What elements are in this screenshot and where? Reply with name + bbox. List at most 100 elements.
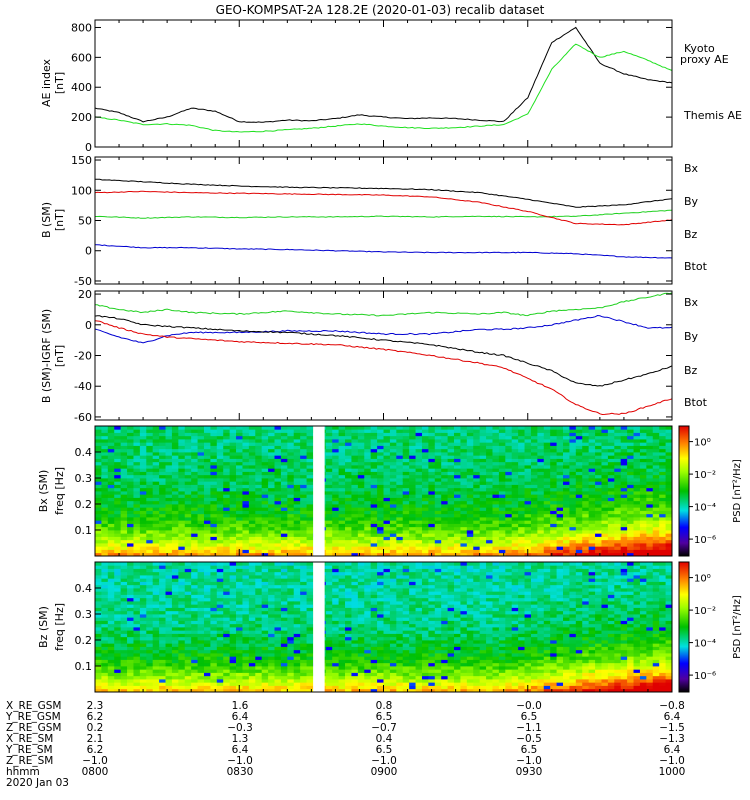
bxspec-cell	[364, 533, 372, 537]
bxspec-cell	[274, 481, 282, 485]
bxspec-cell	[120, 536, 128, 541]
bzspec-cell	[95, 571, 102, 576]
bxspec-cell	[197, 442, 205, 446]
bxspec-cell	[524, 494, 532, 498]
bxspec-cell	[95, 487, 102, 492]
bxspec-cell	[127, 504, 134, 508]
bxspec-cell	[511, 487, 519, 492]
bxspec-cell	[402, 539, 410, 544]
bxspec-cell	[588, 487, 596, 492]
bxspec-cell	[293, 523, 301, 528]
bxspec-cell	[595, 478, 602, 482]
bxspec-cell	[466, 458, 474, 463]
bxspec-cell	[236, 429, 243, 433]
bxspec-cell	[383, 471, 391, 476]
bxspec-cell	[498, 478, 506, 482]
bxspec-cell	[646, 445, 654, 450]
bxspec-cell	[537, 526, 545, 531]
bxspec-colorbar	[678, 425, 690, 557]
bxspec-cell	[197, 448, 205, 453]
bxspec-cell	[248, 474, 256, 479]
bxspec-cell	[351, 530, 359, 534]
bxspec-cell	[486, 468, 493, 472]
bxspec-cell	[370, 552, 378, 557]
bxspec-cell	[633, 465, 641, 469]
bxspec-cell	[287, 481, 295, 485]
bxspec-cell	[575, 429, 583, 433]
bzspec-cell	[139, 604, 147, 608]
bzspec-cell	[210, 562, 218, 566]
bxspec-cell	[165, 445, 173, 450]
bxspec-cell	[255, 484, 263, 489]
bzspec-cell	[216, 627, 224, 631]
bxspec-cell	[293, 536, 301, 541]
bxspec-cell	[127, 432, 134, 437]
bxspec-cell	[537, 458, 545, 463]
bxspec-cell	[210, 471, 218, 476]
bxspec-cell	[357, 526, 365, 531]
bxspec-cell	[178, 500, 186, 505]
bxspec-cell	[646, 429, 654, 433]
bzspec-cell	[255, 591, 263, 595]
bxspec-cell	[454, 497, 461, 502]
bzspec-cell	[95, 636, 102, 641]
bxspec-cell	[191, 500, 198, 505]
bxspec-cell	[473, 494, 481, 498]
bxspec-cell	[383, 448, 391, 453]
bxspec-cell	[588, 536, 596, 541]
bxspec-cell	[197, 471, 205, 476]
bzspec-cell	[152, 672, 160, 677]
bxspec-cell	[588, 500, 596, 505]
bxspec-cell	[524, 520, 532, 524]
bzspec-cell	[248, 591, 256, 595]
bzspec-cell	[114, 614, 122, 618]
bzspec-cell	[127, 646, 134, 651]
bxspec-cell	[191, 432, 198, 437]
bxspec-cell	[466, 533, 474, 537]
bxspec-cell	[242, 478, 250, 482]
bzspec-cell	[242, 636, 250, 641]
bzspec-cell	[165, 568, 173, 573]
bxspec-cell	[274, 552, 282, 557]
bzspec-cell	[178, 594, 186, 599]
bzspec-cell	[139, 630, 147, 634]
bxspec-cell	[268, 481, 275, 485]
bxspec-cell	[620, 533, 628, 537]
bxspec-cell	[569, 513, 577, 518]
bxspec-cell	[242, 546, 250, 550]
bxspec-cell	[146, 478, 154, 482]
bxspec-cell	[402, 452, 410, 456]
bxspec-cell	[607, 439, 615, 443]
bxspec-cell	[646, 552, 654, 557]
bxspec-cell	[280, 552, 288, 557]
bxspec-cell	[306, 543, 314, 547]
bxspec-cell	[434, 465, 442, 469]
bxspec-cell	[229, 465, 237, 469]
bxspec-cell	[421, 468, 429, 472]
bxspec-cell	[389, 533, 397, 537]
bxspec-cell	[120, 543, 128, 547]
bxspec-cell	[293, 439, 301, 443]
bxspec-cell	[146, 435, 154, 440]
bxspec-cell	[537, 530, 545, 534]
bxspec-cell	[607, 520, 615, 524]
bzspec-cell	[133, 633, 141, 638]
bxspec-cell	[300, 429, 307, 433]
bxspec-cell	[447, 442, 455, 446]
bxspec-cell	[486, 494, 493, 498]
bxspec-cell	[569, 478, 577, 482]
bxspec-cell	[165, 520, 173, 524]
bzspec-cell	[107, 607, 115, 612]
bxspec-cell	[492, 429, 500, 433]
bxspec-cell	[139, 478, 147, 482]
bxspec-cell	[203, 510, 211, 515]
bzspec-cell	[152, 617, 160, 621]
bxspec-cell	[370, 465, 378, 469]
bxspec-cell	[165, 536, 173, 541]
bzspec-cell	[178, 643, 186, 647]
bxspec-cell	[434, 478, 442, 482]
bxspec-cell	[191, 507, 198, 511]
bxspec-cell	[524, 452, 532, 456]
bzspec-cell	[178, 649, 186, 654]
bxspec-cell	[550, 510, 557, 515]
